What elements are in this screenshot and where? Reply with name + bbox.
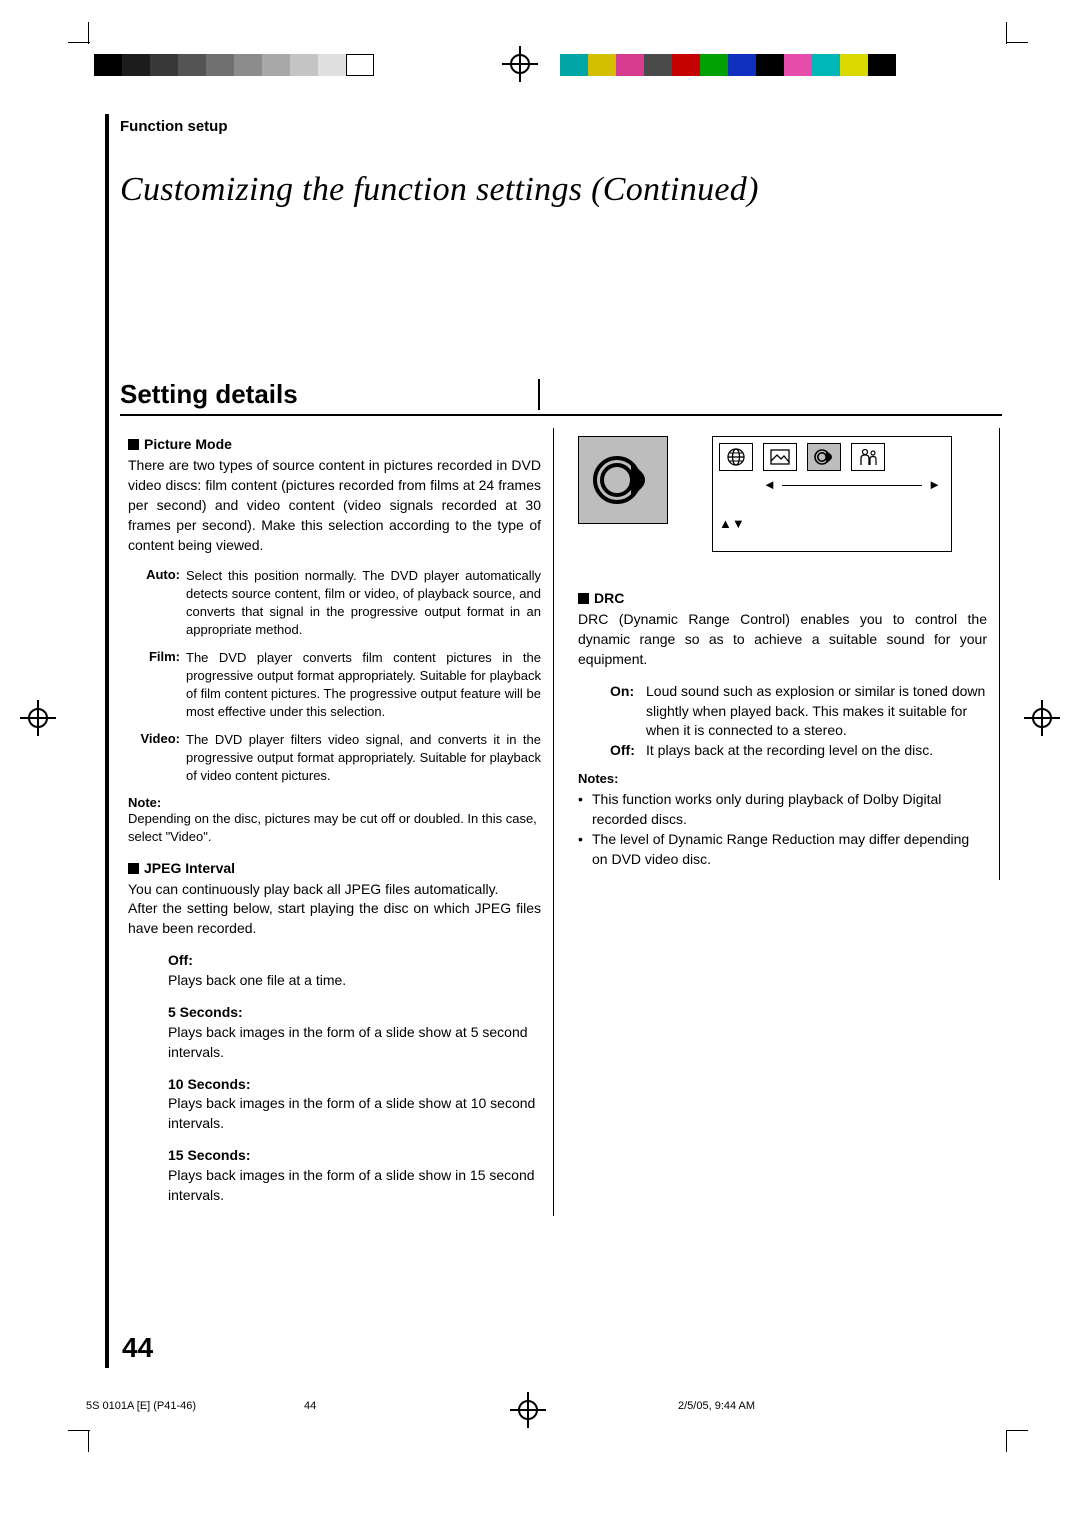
footer-doc-id: 5S 0101A [E] (P41-46) bbox=[86, 1400, 196, 1412]
jpeg-option-key: 10 Seconds: bbox=[168, 1075, 541, 1095]
option-key: Video: bbox=[128, 731, 186, 785]
left-column: Picture Mode There are two types of sour… bbox=[120, 428, 554, 1216]
heading-text: JPEG Interval bbox=[144, 860, 235, 876]
parental-icon[interactable] bbox=[851, 443, 885, 471]
menu-icon-row: ◄ ► ▲▼ bbox=[712, 436, 952, 552]
option-key: Auto: bbox=[128, 567, 186, 639]
picture-mode-heading: Picture Mode bbox=[128, 436, 541, 452]
note-body: Depending on the disc, pictures may be c… bbox=[128, 810, 541, 846]
page-number: 44 bbox=[122, 1332, 153, 1364]
drc-notes: This function works only during playback… bbox=[578, 790, 987, 870]
picture-mode-options: Auto:Select this position normally. The … bbox=[128, 567, 541, 784]
right-column: ◄ ► ▲▼ DRC DRC (Dynamic Range Control) e… bbox=[570, 428, 1000, 880]
jpeg-interval-heading: JPEG Interval bbox=[128, 860, 541, 876]
drc-option-key: Off: bbox=[610, 741, 646, 761]
option-key: Film: bbox=[128, 649, 186, 721]
jpeg-option-value: Plays back one file at a time. bbox=[168, 971, 541, 991]
jpeg-option-key: Off: bbox=[168, 951, 541, 971]
page-title: Customizing the function settings (Conti… bbox=[120, 171, 1002, 209]
color-calibration-strip bbox=[560, 54, 896, 76]
footer-date: 2/5/05, 9:44 AM bbox=[678, 1400, 755, 1412]
jpeg-option-key: 15 Seconds: bbox=[168, 1146, 541, 1166]
note-item: This function works only during playback… bbox=[592, 790, 987, 830]
crosshair-icon bbox=[510, 1392, 546, 1428]
jpeg-body-a: You can continuously play back all JPEG … bbox=[128, 880, 541, 900]
picture-mode-body: There are two types of source content in… bbox=[128, 456, 541, 555]
content-area: Function setup Customizing the function … bbox=[120, 118, 1002, 1216]
arrow-right-icon: ► bbox=[928, 477, 941, 492]
globe-icon[interactable] bbox=[719, 443, 753, 471]
audio-icon[interactable] bbox=[807, 443, 841, 471]
heading-text: DRC bbox=[594, 590, 624, 606]
note-item: The level of Dynamic Range Reduction may… bbox=[592, 830, 987, 870]
footer-page-mid: 44 bbox=[304, 1400, 316, 1412]
jpeg-option-value: Plays back images in the form of a slide… bbox=[168, 1023, 541, 1063]
drc-body: DRC (Dynamic Range Control) enables you … bbox=[578, 610, 987, 670]
menu-graphic: ◄ ► ▲▼ bbox=[578, 436, 987, 552]
page: Function setup Customizing the function … bbox=[0, 0, 1080, 1528]
updown-icon: ▲▼ bbox=[719, 516, 945, 531]
picture-icon[interactable] bbox=[763, 443, 797, 471]
drc-option-value: Loud sound such as explosion or similar … bbox=[646, 682, 987, 742]
subhead: Setting details bbox=[120, 379, 298, 409]
jpeg-body-b: After the setting below, start playing t… bbox=[128, 899, 541, 939]
option-value: Select this position normally. The DVD p… bbox=[186, 567, 541, 639]
heading-text: Picture Mode bbox=[144, 436, 232, 452]
drc-options: On:Loud sound such as explosion or simil… bbox=[578, 682, 987, 762]
jpeg-option-value: Plays back images in the form of a slide… bbox=[168, 1166, 541, 1206]
jpeg-option-value: Plays back images in the form of a slide… bbox=[168, 1094, 541, 1134]
gray-calibration-strip bbox=[94, 54, 374, 76]
jpeg-option-key: 5 Seconds: bbox=[168, 1003, 541, 1023]
option-value: The DVD player converts film content pic… bbox=[186, 649, 541, 721]
drc-option-value: It plays back at the recording level on … bbox=[646, 741, 987, 761]
drc-option-key: On: bbox=[610, 682, 646, 742]
vertical-rule bbox=[105, 114, 109, 1368]
arrow-left-icon: ◄ bbox=[763, 477, 776, 492]
option-value: The DVD player filters video signal, and… bbox=[186, 731, 541, 785]
jpeg-options: Off:Plays back one file at a time. 5 Seco… bbox=[128, 951, 541, 1206]
crosshair-icon bbox=[1024, 700, 1060, 736]
subhead-rule: Setting details bbox=[120, 379, 1002, 416]
drc-heading: DRC bbox=[578, 590, 987, 606]
audio-category-icon bbox=[578, 436, 668, 524]
note-label: Note: bbox=[128, 795, 541, 810]
section-label: Function setup bbox=[120, 118, 1002, 135]
crosshair-icon bbox=[502, 46, 538, 82]
notes-label: Notes: bbox=[578, 771, 987, 786]
crosshair-icon bbox=[20, 700, 56, 736]
registration-marks-top bbox=[0, 54, 1080, 82]
